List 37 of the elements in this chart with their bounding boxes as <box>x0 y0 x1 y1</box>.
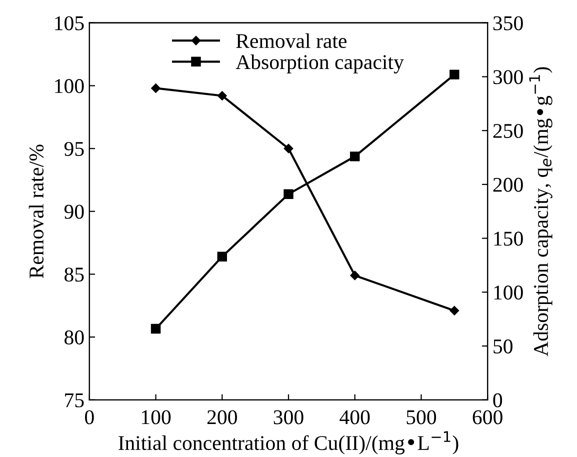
y2-tick-label: 300 <box>493 70 523 84</box>
point <box>151 84 160 93</box>
y-tick-label: 85 <box>64 268 84 282</box>
point <box>150 324 161 334</box>
x-tick-label: 400 <box>340 410 370 424</box>
y2-tick-label: 0 <box>493 393 502 408</box>
x-tick-label: 0 <box>85 410 94 424</box>
y-tick-label: 95 <box>64 142 84 156</box>
y2-tick-label: 250 <box>493 124 523 138</box>
point <box>284 144 294 154</box>
legend-label: Absorption capacity <box>236 54 404 74</box>
x-tick-label: 300 <box>274 410 304 424</box>
y2-tick-label: 100 <box>494 286 523 300</box>
y-tick-label: 105 <box>55 16 84 30</box>
x-tick-label: 200 <box>207 410 237 424</box>
point <box>450 306 460 316</box>
y-tick-label: 90 <box>64 204 84 219</box>
y2-tick-label: 350 <box>493 16 523 30</box>
y-axis-title: Removal rate/% <box>28 144 44 278</box>
x-axis-title: Initial concentration of Cu(II)/(mg•L$^{−1}$) <box>118 431 458 454</box>
x-tick-label: 100 <box>142 410 171 424</box>
y2-tick-label: 150 <box>494 232 523 246</box>
point <box>350 152 360 162</box>
y-tick-label: 80 <box>64 330 84 344</box>
y-tick-label: 75 <box>65 393 84 408</box>
y2-axis-title: Adsorption capacity, q$_{e}$/(mg•g$^{−1}$) <box>529 67 552 356</box>
x-tick-label: 500 <box>406 410 436 424</box>
point <box>217 252 228 262</box>
x-tick-label: 600 <box>472 410 502 424</box>
point <box>450 70 460 80</box>
point <box>350 270 360 280</box>
y2-tick-label: 200 <box>493 178 523 192</box>
y-tick-label: 100 <box>55 79 84 94</box>
point <box>218 91 227 100</box>
y2-tick-label: 50 <box>494 339 512 354</box>
legend-label: Removal rate <box>236 33 346 48</box>
point <box>284 189 294 199</box>
